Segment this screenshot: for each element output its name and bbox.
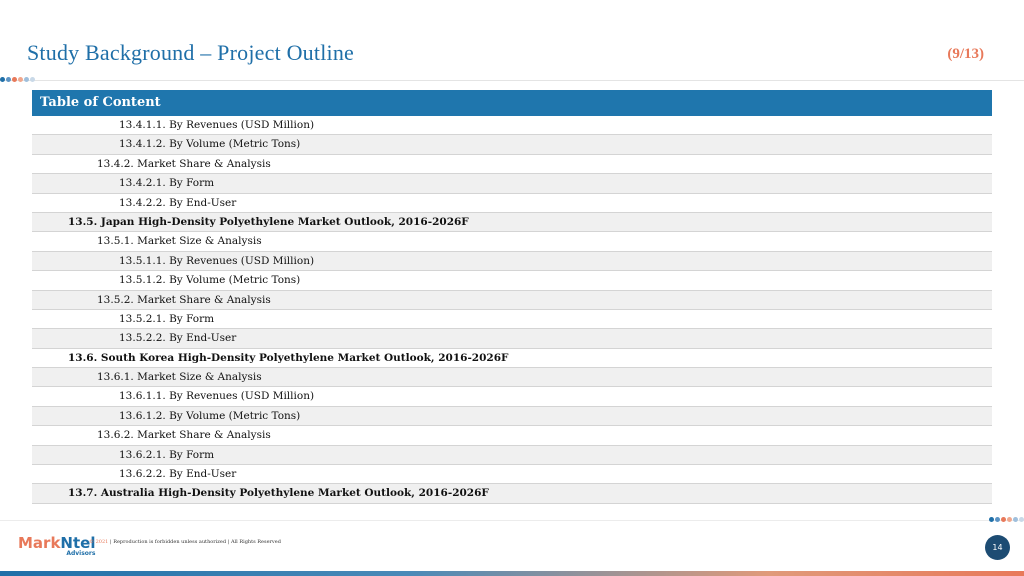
- toc-row: 13.6.2. Market Share & Analysis: [32, 426, 992, 446]
- bottom-gradient-bar: [0, 571, 1024, 576]
- toc-row: 13.6.1. Market Size & Analysis: [32, 368, 992, 388]
- decor-dot: [995, 517, 1000, 522]
- header-divider: [0, 80, 1024, 81]
- toc-heading: Table of Content: [32, 90, 992, 116]
- decor-dot: [989, 517, 994, 522]
- toc-row: 13.6.1.2. By Volume (Metric Tons): [32, 406, 992, 427]
- toc-row: 13.5. Japan High-Density Polyethylene Ma…: [32, 212, 992, 233]
- toc-row: 13.5.2.1. By Form: [32, 310, 992, 330]
- page-number-badge: 14: [985, 535, 1010, 560]
- table-of-content: Table of Content 13.4.1.1. By Revenues (…: [32, 90, 992, 504]
- copyright-notice: © 2021 | Reproduction is forbidden unles…: [89, 539, 281, 545]
- toc-row: 13.5.2.2. By End-User: [32, 329, 992, 349]
- toc-row: 13.6.2.1. By Form: [32, 445, 992, 466]
- toc-row: 13.4.2.2. By End-User: [32, 194, 992, 213]
- logo-subtitle: Advisors: [66, 550, 96, 557]
- toc-row: 13.5.1.1. By Revenues (USD Million): [32, 251, 992, 272]
- logo-ntel-text: Ntel: [60, 534, 96, 552]
- decor-dot: [12, 77, 17, 82]
- copyright-year: © 2021: [89, 539, 109, 545]
- decor-dot: [6, 77, 11, 82]
- toc-row: 13.6.1.1. By Revenues (USD Million): [32, 387, 992, 407]
- toc-rows: 13.4.1.1. By Revenues (USD Million) 13.4.…: [32, 116, 992, 504]
- toc-row: 13.4.1.1. By Revenues (USD Million): [32, 116, 992, 136]
- decor-dot: [18, 77, 23, 82]
- decor-dot: [30, 77, 35, 82]
- decor-dot: [24, 77, 29, 82]
- page-counter: (9/13): [947, 46, 984, 62]
- toc-row: 13.4.2. Market Share & Analysis: [32, 155, 992, 175]
- page-title: Study Background – Project Outline: [27, 40, 354, 65]
- decor-dot: [1001, 517, 1006, 522]
- toc-row: 13.5.2. Market Share & Analysis: [32, 290, 992, 310]
- toc-row: 13.5.1. Market Size & Analysis: [32, 232, 992, 252]
- decor-dot: [1019, 517, 1024, 522]
- copyright-text: | Reproduction is forbidden unless autho…: [108, 539, 281, 545]
- marknte-logo: MarkNtel Advisors: [18, 533, 96, 557]
- decor-dot: [0, 77, 5, 82]
- toc-row: 13.4.1.2. By Volume (Metric Tons): [32, 135, 992, 155]
- toc-row: 13.5.1.2. By Volume (Metric Tons): [32, 271, 992, 291]
- toc-row: 13.7. Australia High-Density Polyethylen…: [32, 484, 992, 504]
- footer-divider: [0, 520, 1024, 521]
- toc-row: 13.4.2.1. By Form: [32, 174, 992, 194]
- logo-mark-text: Mark: [18, 534, 61, 552]
- toc-row: 13.6. South Korea High-Density Polyethyl…: [32, 349, 992, 369]
- decor-dot: [1007, 517, 1012, 522]
- decorative-dots-top: [0, 77, 35, 82]
- decor-dot: [1013, 517, 1018, 522]
- toc-row: 13.6.2.2. By End-User: [32, 465, 992, 485]
- decorative-dots-bottom: [989, 517, 1024, 522]
